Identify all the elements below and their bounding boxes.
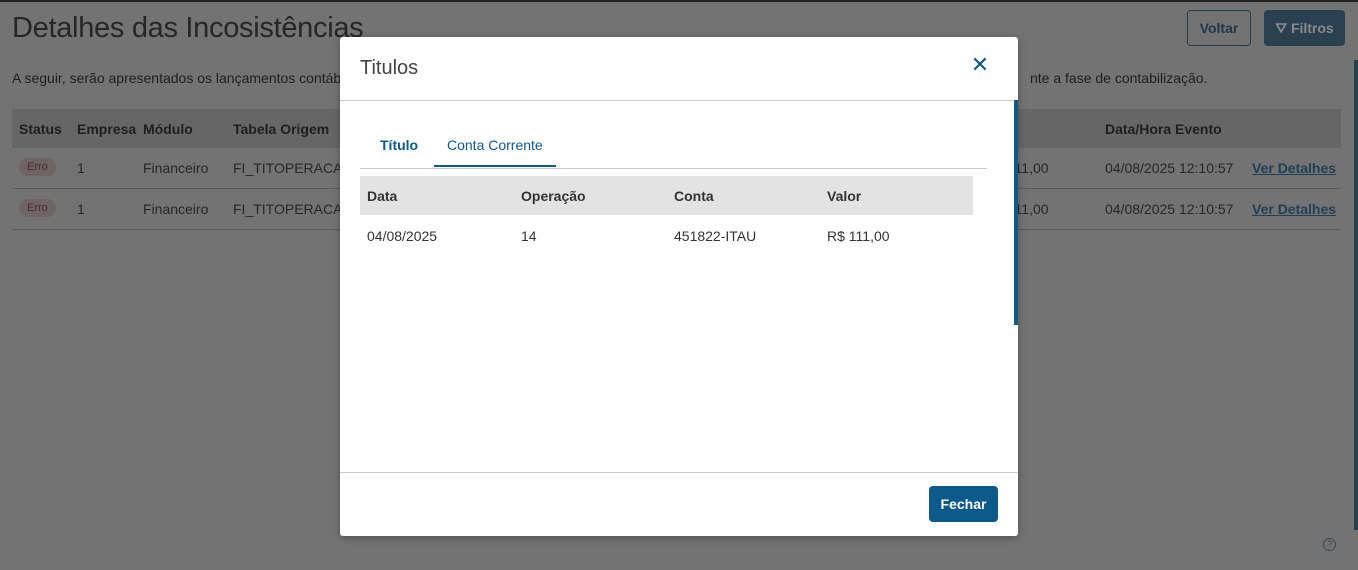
tab-conta-corrente[interactable]: Conta Corrente	[434, 137, 556, 167]
col-conta: Conta	[674, 188, 714, 204]
col-operacao: Operação	[521, 188, 586, 204]
filtros-button[interactable]: ⛛ Filtros	[1264, 10, 1345, 46]
modal-tabs: Título Conta Corrente	[360, 129, 987, 169]
page-description-tail: nte a fase de contabilização.	[1030, 70, 1208, 86]
tabela-cell: FI_TITOPERACAO	[233, 160, 354, 176]
voltar-button[interactable]: Voltar	[1187, 10, 1251, 46]
tab-titulo[interactable]: Título	[380, 137, 419, 153]
status-badge: Erro	[19, 199, 56, 217]
modulo-cell: Financeiro	[143, 160, 209, 176]
titulos-modal: Titulos ✕ Título Conta Corrente Data Ope…	[340, 37, 1018, 536]
close-icon[interactable]: ✕	[970, 52, 990, 77]
col-status: Status	[19, 121, 62, 137]
modal-scrollbar[interactable]	[1014, 100, 1018, 325]
tabela-cell: FI_TITOPERACAO	[233, 201, 354, 217]
col-data: Data	[367, 188, 398, 204]
fechar-button[interactable]: Fechar	[929, 486, 998, 522]
data-cell: 04/08/2025	[367, 228, 438, 244]
col-valor: Valor	[827, 188, 862, 204]
help-icon[interactable]: ?	[1323, 538, 1336, 551]
top-border	[0, 0, 1358, 2]
data-hora-cell: 04/08/2025 12:10:57	[1105, 201, 1234, 217]
empresa-cell: 1	[77, 160, 85, 176]
ver-detalhes-link[interactable]: Ver Detalhes	[1252, 160, 1337, 176]
valor-cell: R$ 111,00	[827, 228, 890, 244]
col-tabela-origem: Tabela Origem	[233, 121, 330, 137]
conta-cell: 451822-ITAU	[674, 228, 757, 244]
col-empresa: Empresa	[77, 121, 137, 137]
page-description: A seguir, serão apresentados os lançamen…	[12, 70, 360, 86]
status-badge: Erro	[19, 158, 56, 176]
footer-divider	[340, 472, 1018, 473]
filtros-label: Filtros	[1290, 19, 1334, 36]
col-modulo: Módulo	[143, 121, 193, 137]
header-divider	[340, 100, 1018, 101]
operacao-cell: 14	[521, 228, 537, 244]
modulo-cell: Financeiro	[143, 201, 209, 217]
page-scrollbar[interactable]	[1354, 60, 1358, 530]
modal-table-row: 04/08/2025 14 451822-ITAU R$ 111,00	[360, 215, 973, 255]
filter-icon: ⛛	[1275, 19, 1291, 36]
empresa-cell: 1	[77, 201, 85, 217]
col-data-hora: Data/Hora Evento	[1105, 121, 1222, 137]
data-hora-cell: 04/08/2025 12:10:57	[1105, 160, 1234, 176]
page-title: Detalhes das Incosistências	[12, 12, 364, 44]
modal-table-header: Data Operação Conta Valor	[360, 176, 973, 215]
modal-title: Titulos	[360, 57, 419, 79]
ver-detalhes-link[interactable]: Ver Detalhes	[1252, 201, 1337, 217]
